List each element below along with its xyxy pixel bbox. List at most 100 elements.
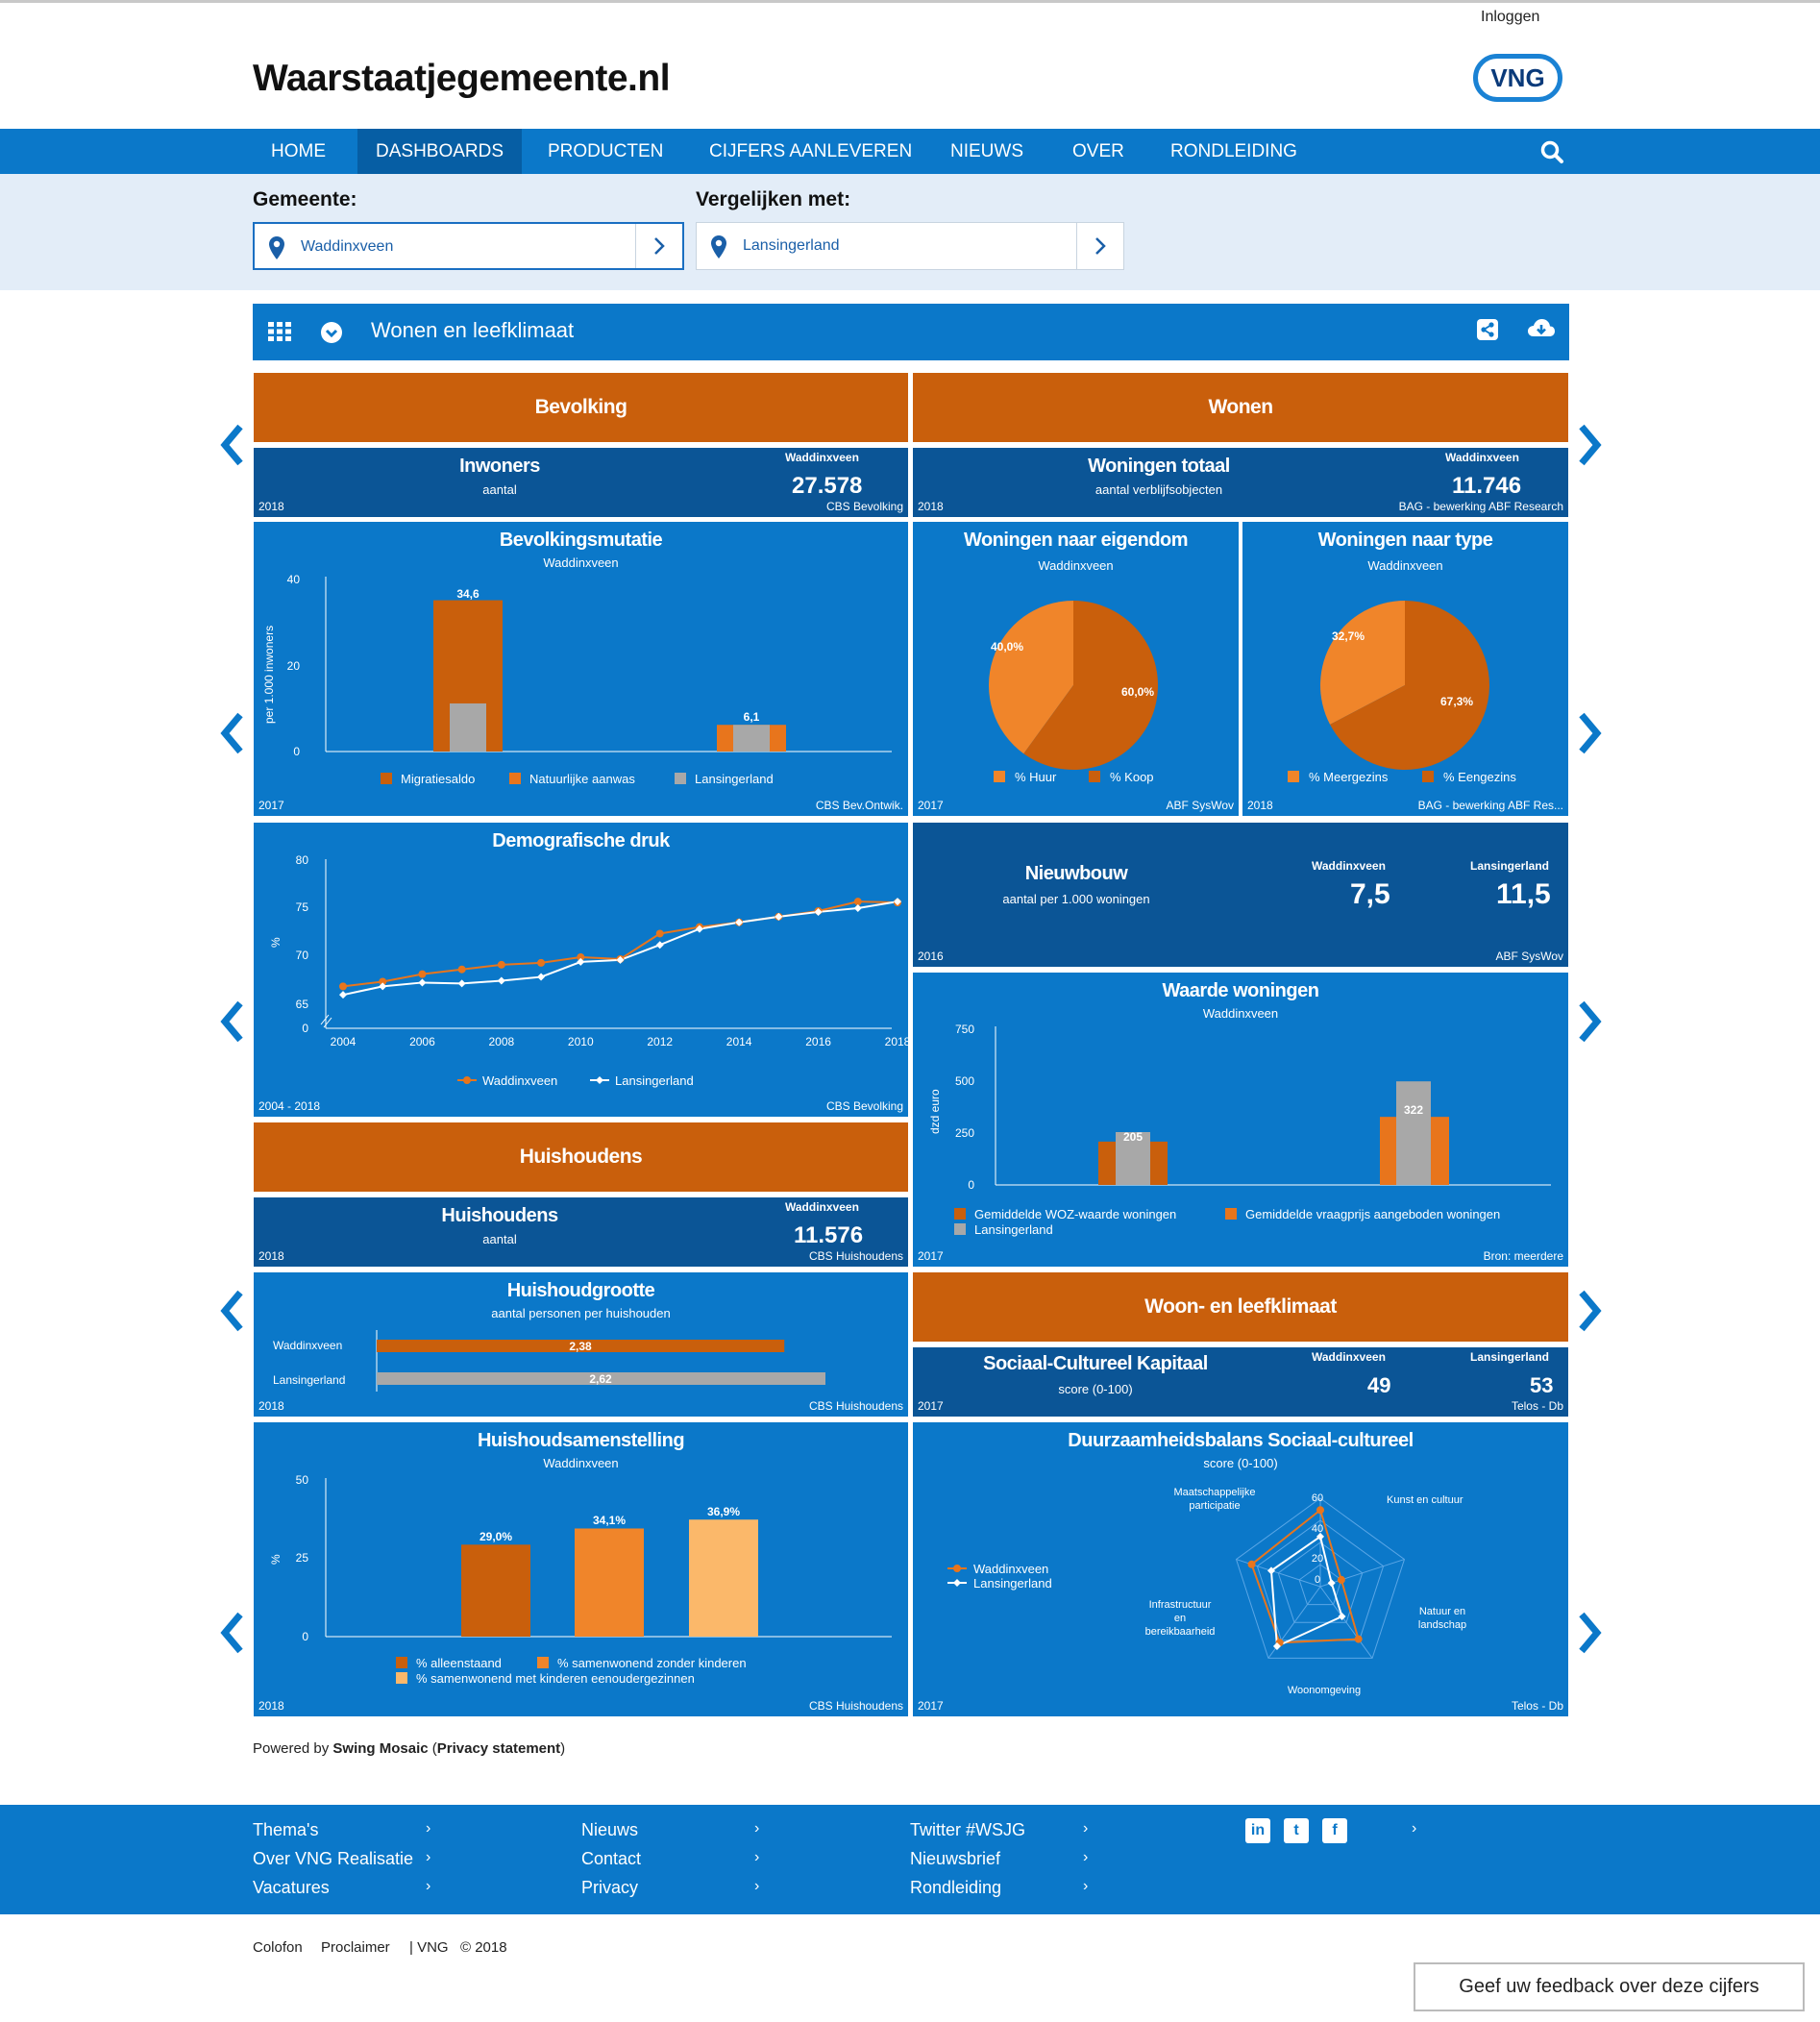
chevron-right-icon: › [1083,1820,1089,1837]
nav-producten[interactable]: PRODUCTEN [548,141,664,161]
vng-logo[interactable]: VNG [1473,54,1562,102]
tile-huishoudsamenstelling[interactable]: Huishoudsamenstelling Waddinxveen % 50 2… [254,1422,908,1716]
tile-woningen-eigendom[interactable]: Woningen naar eigendom Waddinxveen 40,0%… [913,522,1239,816]
point-lansingerland [537,973,546,981]
bar-lansingerland [377,1372,825,1385]
privacy-statement-link[interactable]: Privacy statement [436,1740,561,1757]
point-lansingerland [457,979,466,988]
footer-link[interactable]: Thema's [253,1820,319,1839]
chevron-left-icon[interactable] [217,711,246,755]
share-icon[interactable] [1477,319,1498,340]
nav-home[interactable]: HOME [271,141,326,161]
chevron-left-icon[interactable] [217,423,246,467]
tile-inwoners[interactable]: Inwoners aantal Waddinxveen 27.578 2018 … [254,448,908,517]
category-label: Lansingerland [273,1373,345,1387]
chevron-right-icon[interactable] [1576,1289,1605,1333]
y-tick: 0 [302,1630,308,1643]
tile-waarde-woningen[interactable]: Waarde woningen Waddinxveen dzd euro 750… [913,973,1568,1267]
x-tick: 2018 [885,1035,908,1048]
tile-bevolkingsmutatie[interactable]: Bevolkingsmutatie Waddinxveen per 1.000 … [254,522,908,816]
footer-link[interactable]: Nieuwsbrief [910,1849,1001,1868]
chevron-right-icon: › [426,1878,431,1894]
grid-icon[interactable] [268,322,291,341]
facebook-icon[interactable]: f [1322,1818,1347,1843]
chevron-left-icon[interactable] [217,999,246,1044]
colofon-link[interactable]: Colofon [253,1939,303,1956]
powered-prefix: Powered by [253,1740,333,1757]
chevron-right-icon[interactable] [1576,999,1605,1044]
y-axis-label: per 1.000 inwoners [262,626,276,724]
chevron-right-icon[interactable] [1576,1611,1605,1655]
bar-lansingerland [1396,1081,1431,1185]
chart-subtitle: Waddinxveen [543,555,619,570]
tile-nieuwbouw[interactable]: Nieuwbouw aantal per 1.000 woningen Wadd… [913,823,1568,967]
login-link[interactable]: Inloggen [1481,9,1540,25]
chevron-right-icon[interactable] [1576,423,1605,467]
chevron-right-icon[interactable] [1576,711,1605,755]
point-lansingerland [418,978,427,987]
footer-link[interactable]: Vacatures [253,1878,330,1897]
tile-value: 27.578 [792,473,863,499]
vergelijk-go-button[interactable] [1076,223,1123,269]
tile-subtitle: aantal per 1.000 woningen [1002,892,1150,906]
axis-label: Woonomgeving [1288,1685,1361,1696]
tile-year: 2017 [918,1399,944,1413]
tile-year: 2018 [258,1399,284,1413]
legend-label: Migratiesaldo [401,772,475,786]
footer-link[interactable]: Rondleiding [910,1878,1002,1897]
point-lansingerland [497,976,505,985]
chevron-left-icon[interactable] [217,1611,246,1655]
huishoudgrootte-chart: Waddinxveen Lansingerland 2,38 2,62 [273,1330,825,1392]
vergelijk-select[interactable]: Lansingerland [696,222,1124,270]
site-title[interactable]: Waarstaatjegemeente.nl [253,58,671,99]
tile-year: 2016 [918,949,944,963]
tile-woningen-totaal[interactable]: Woningen totaal aantal verblijfsobjecten… [913,448,1568,517]
tile-huishoudgrootte[interactable]: Huishoudgrootte aantal personen per huis… [254,1272,908,1417]
feedback-button[interactable]: Geef uw feedback over deze cijfers [1414,1962,1805,2011]
nav-dashboards[interactable]: DASHBOARDS [357,129,523,174]
vng-link[interactable]: | VNG [409,1939,449,1956]
footer-link[interactable]: Privacy [581,1878,639,1897]
tile-woningen-type[interactable]: Woningen naar type Waddinxveen 32,7% 67,… [1242,522,1568,816]
tile-source: BAG - bewerking ABF Res... [1417,799,1563,812]
footer-link[interactable]: Twitter #WSJG [910,1820,1026,1839]
chart-subtitle: Waddinxveen [1202,1006,1279,1021]
tile-source: CBS Bevolking [825,1099,903,1113]
nav-nieuws[interactable]: NIEUWS [950,141,1023,161]
gemeente-select[interactable]: Waddinxveen [253,222,684,270]
proclaimer-link[interactable]: Proclaimer [321,1939,390,1956]
tile-value: 11.576 [794,1222,864,1248]
y-tick: 0 [968,1178,974,1192]
tile-duurzaamheidsbalans[interactable]: Duurzaamheidsbalans Sociaal-cultureel sc… [913,1422,1568,1716]
footer-link[interactable]: Nieuws [581,1820,639,1839]
cloud-download-icon[interactable] [1527,317,1556,340]
swing-mosaic-link[interactable]: Swing Mosaic [332,1740,429,1757]
point-waddinxveen [1247,1560,1256,1568]
tile-year: 2018 [258,500,284,513]
footer-link[interactable]: Over VNG Realisatie [253,1849,414,1868]
y-tick: 70 [296,949,309,962]
footer-link[interactable]: Contact [581,1849,642,1868]
nav-cijfers-aanleveren[interactable]: CIJFERS AANLEVEREN [709,141,913,161]
nav-rondleiding[interactable]: RONDLEIDING [1170,141,1297,161]
tile-source: Bron: meerdere [1483,1249,1563,1263]
twitter-icon[interactable]: t [1284,1818,1309,1843]
point-lansingerland [577,957,585,966]
chevron-left-icon[interactable] [217,1289,246,1333]
legend-marker [953,1579,961,1587]
nav-over[interactable]: OVER [1072,141,1124,161]
search-icon[interactable] [1539,139,1564,164]
radar-chart: 60 40 20 0 Maatschappelijke participatie… [947,1487,1466,1696]
point-waddinxveen [1337,1575,1345,1584]
legend-swatch [1288,771,1299,782]
gemeente-go-button[interactable] [635,224,682,268]
y-tick: 80 [296,853,309,867]
legend-label: Gemiddelde vraagprijs aangeboden woninge… [1245,1207,1500,1221]
axis-label: bereikbaarheid [1145,1626,1216,1638]
tile-huishoudens[interactable]: Huishoudens aantal Waddinxveen 11.576 20… [254,1197,908,1267]
linkedin-icon[interactable]: in [1245,1818,1270,1843]
chevron-down-circle-icon[interactable] [320,321,343,344]
tile-sociaal-cultureel-kapitaal[interactable]: Sociaal-Cultureel Kapitaal score (0-100)… [913,1347,1568,1417]
tile-demografische-druk[interactable]: Demografische druk % 80 75 70 65 0 2004 2… [254,823,908,1117]
chevron-right-icon: › [1083,1849,1089,1865]
